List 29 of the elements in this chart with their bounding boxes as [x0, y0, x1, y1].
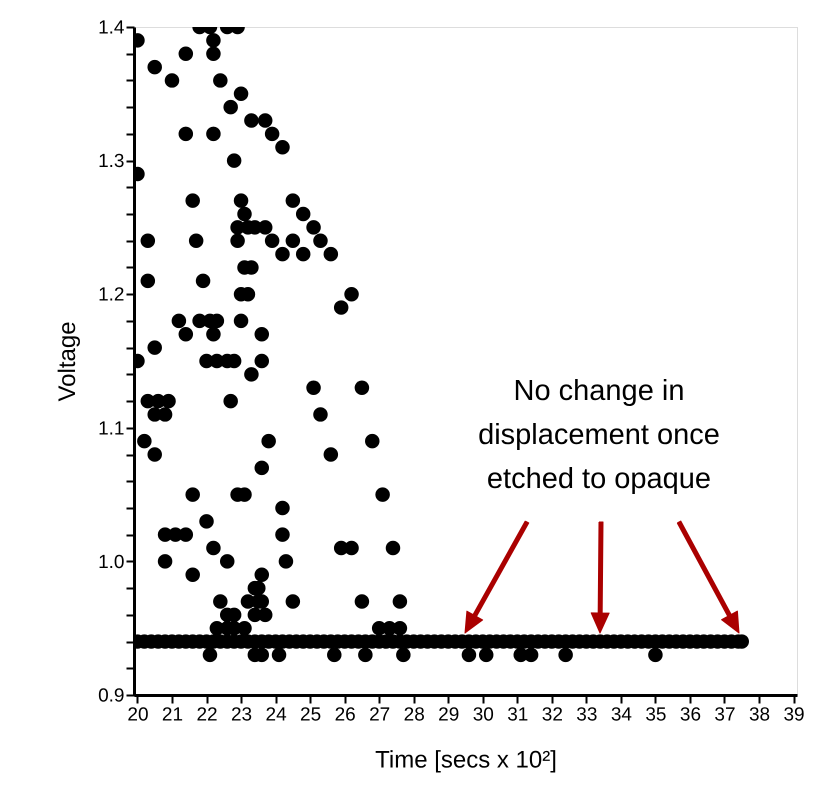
x-tick-label: 26: [334, 704, 356, 726]
x-tick-label: 21: [162, 704, 184, 726]
y-tick-label: 0.9: [98, 686, 124, 706]
x-tick-label: 24: [266, 704, 288, 726]
x-tick-label: 32: [542, 704, 563, 726]
x-tick-label: 28: [404, 704, 425, 726]
x-tick-label: 39: [783, 704, 805, 726]
x-tick-label: 22: [196, 704, 218, 726]
y-tick-label: 1.2: [98, 284, 124, 306]
y-tick-label: 1.3: [98, 151, 124, 172]
x-tick-label: 30: [472, 704, 494, 726]
x-tick-label: 36: [680, 704, 702, 726]
x-tick-label: 37: [714, 704, 736, 726]
annotation: No change in displacement once etched to opaque: [478, 375, 720, 495]
x-tick-label: 25: [300, 704, 322, 726]
x-tick-label: 31: [507, 704, 528, 726]
y-tick-label: 1.4: [98, 18, 125, 38]
x-tick-label: 35: [645, 704, 666, 726]
y-axis-title: Voltage: [54, 321, 82, 402]
x-tick-label: 38: [748, 704, 770, 726]
x-tick-label: 29: [438, 704, 460, 726]
x-tick-label: 34: [610, 704, 632, 726]
y-tick-label: 1.1: [98, 418, 124, 440]
x-tick-label: 20: [127, 704, 149, 726]
x-tick-label: 27: [369, 704, 390, 726]
x-axis-title: Time [secs x 10²]: [375, 746, 557, 774]
x-tick-label: 33: [576, 704, 598, 726]
x-tick-label: 23: [230, 704, 252, 726]
y-tick-label: 1.0: [98, 552, 124, 573]
